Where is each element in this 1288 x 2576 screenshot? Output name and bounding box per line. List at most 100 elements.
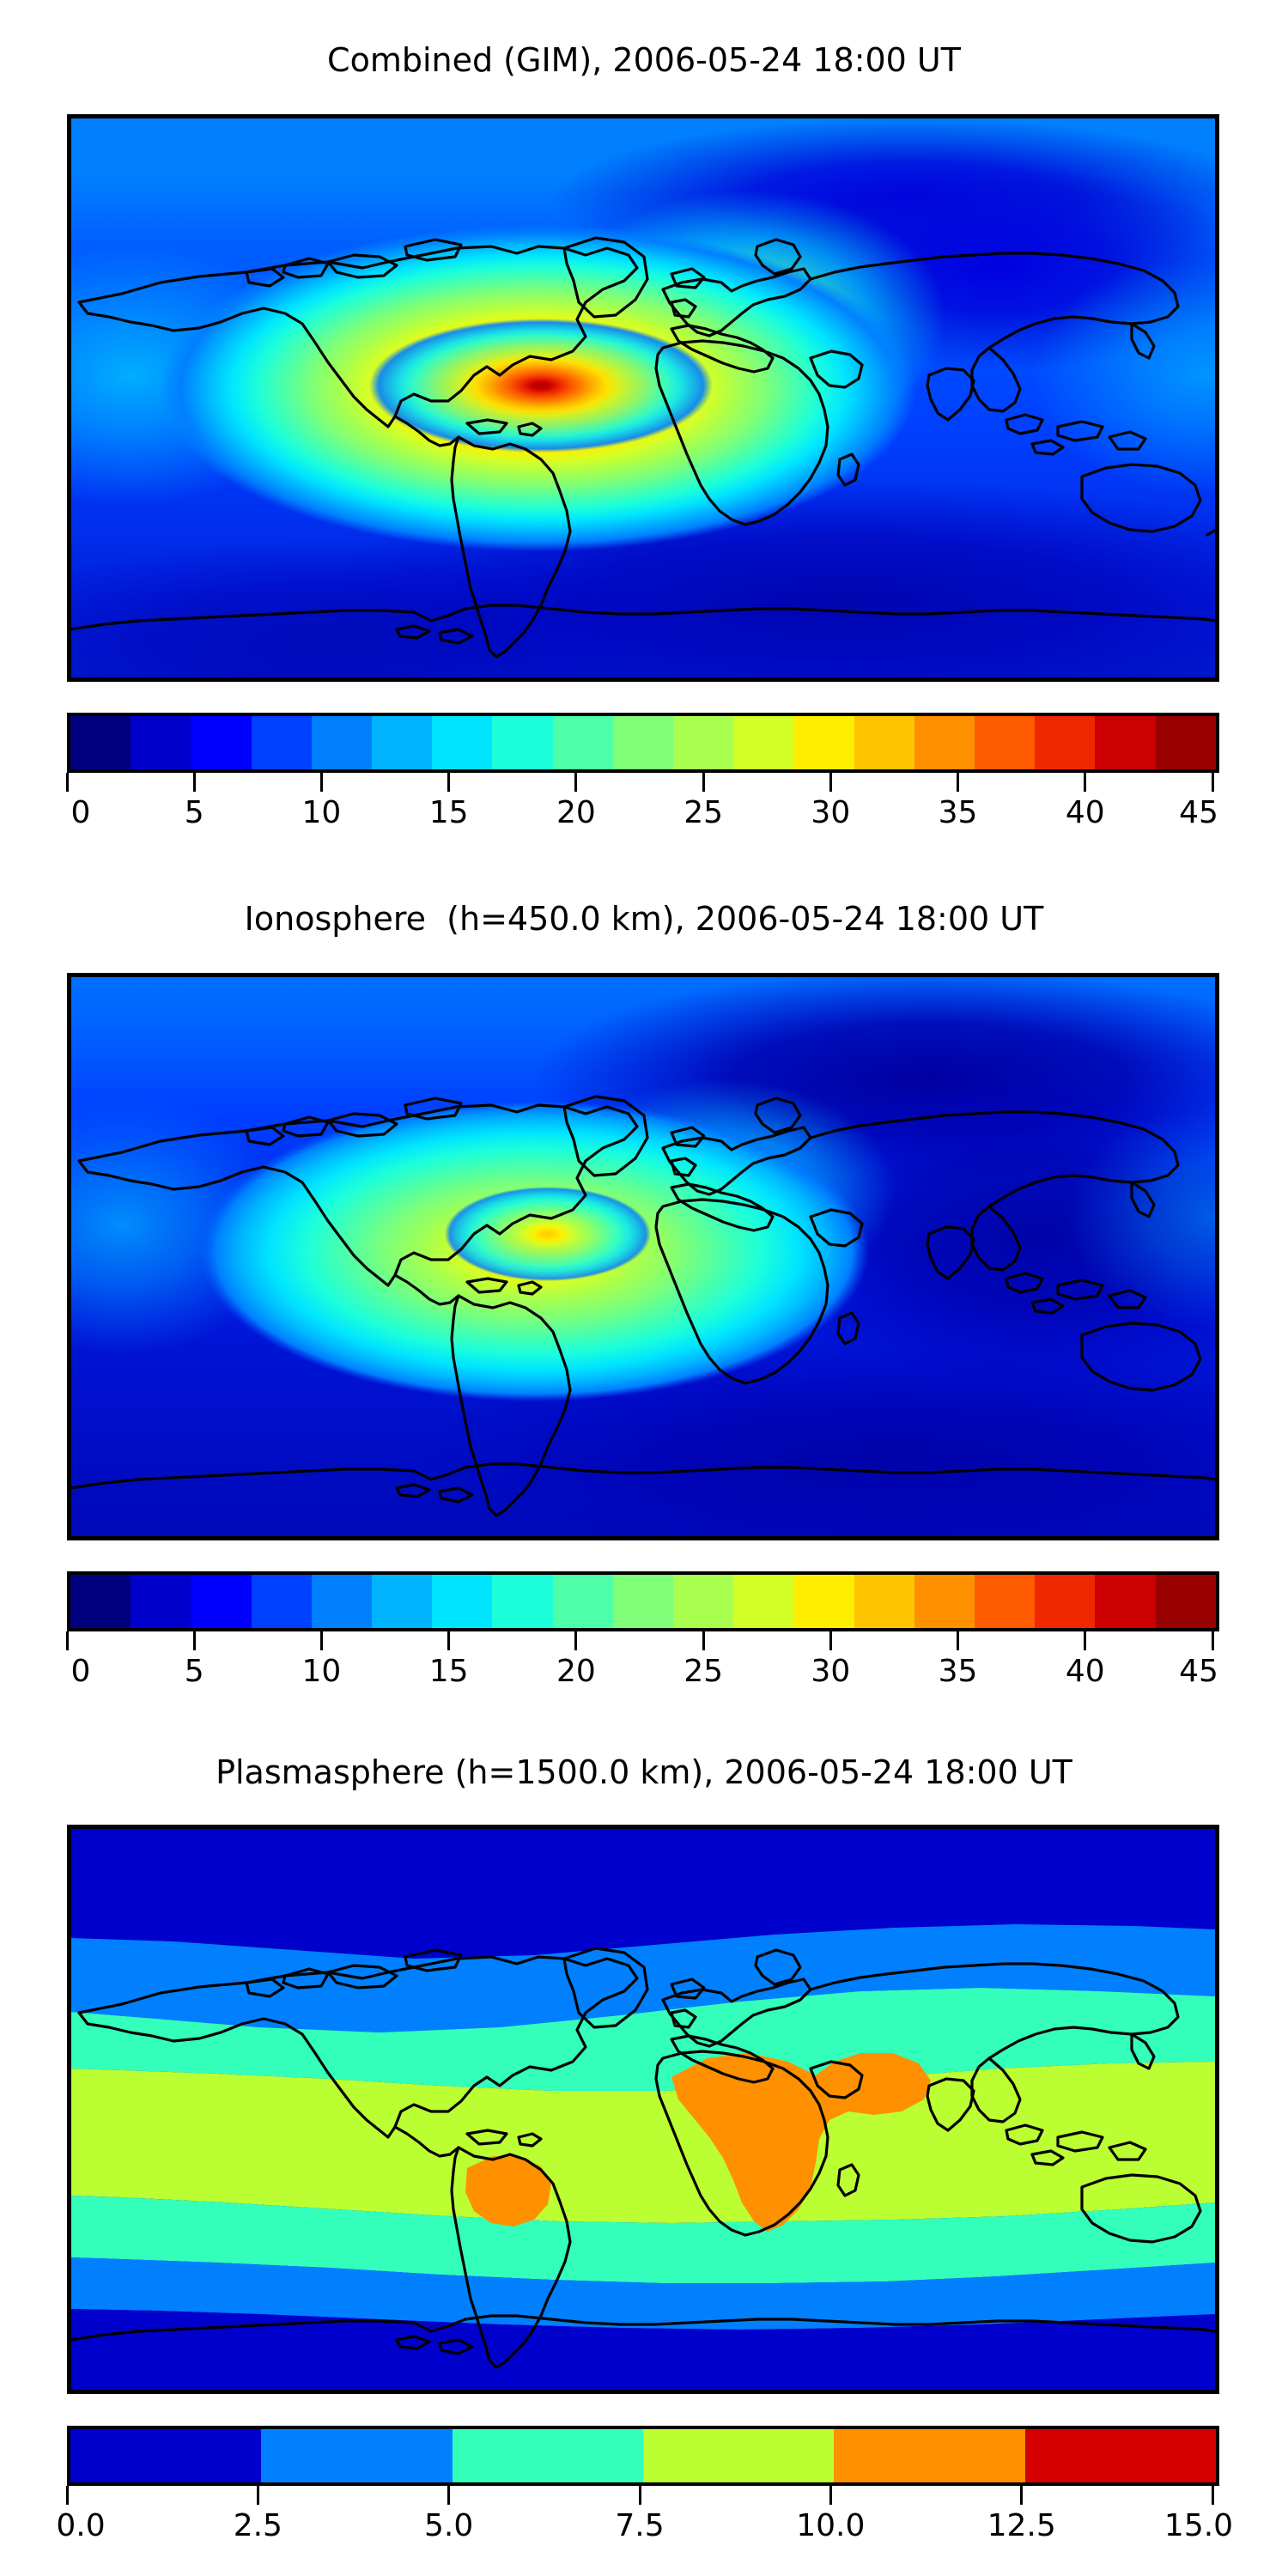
colorbar-tick xyxy=(65,773,69,792)
coastlines-plasmasphere xyxy=(70,1947,1216,2369)
colorbar-band xyxy=(251,716,312,769)
colorbar-band xyxy=(452,2429,643,2482)
colorbar-tick xyxy=(1211,2486,1214,2505)
colorbar-tick-label: 10 xyxy=(301,1654,342,1689)
colorbar-tick xyxy=(447,773,451,792)
colorbar-band xyxy=(854,716,914,769)
panel-title-plasmasphere: Plasmasphere (h=1500.0 km), 2006-05-24 1… xyxy=(216,1753,1072,1791)
colorbar-tick-label: 15 xyxy=(428,1654,469,1689)
colorbar-tick-label: 0 xyxy=(70,795,91,830)
colorbar-band xyxy=(261,2429,453,2482)
coastlines-combined xyxy=(70,236,1216,659)
colorbar-tick-label: 0.0 xyxy=(56,2508,106,2543)
colorbar-band xyxy=(70,716,131,769)
colorbar-band xyxy=(191,1575,252,1628)
colorbar-tick xyxy=(1084,1631,1087,1650)
colorbar-tick xyxy=(1211,773,1214,792)
colorbar-tick-label: 15 xyxy=(428,795,469,830)
colorbar-band xyxy=(372,716,433,769)
colorbar-tick xyxy=(574,1631,578,1650)
colorbar-band xyxy=(70,2429,262,2482)
colorbar-band xyxy=(311,1575,373,1628)
colorbar-band xyxy=(1095,1575,1156,1628)
colorbar-ticklabels-ionosphere: 0 5 10 15 20 25 30 35 40 45 xyxy=(64,1654,1218,1697)
colorbar-tick xyxy=(702,1631,705,1650)
colorbar-tick-label: 45 xyxy=(1179,1654,1218,1689)
colorbar-tick xyxy=(192,1631,196,1650)
colorbar-band xyxy=(1035,716,1096,769)
colorbar-tick xyxy=(829,2486,832,2505)
colorbar-band xyxy=(793,716,854,769)
colorbar-band xyxy=(854,1575,914,1628)
colorbar-tick xyxy=(957,1631,960,1650)
colorbar-bands-combined xyxy=(67,713,1219,773)
colorbar-tick xyxy=(192,773,196,792)
colorbar-band xyxy=(552,1575,613,1628)
colorbar-ticks-ionosphere xyxy=(64,1631,1216,1654)
colorbar-band xyxy=(492,1575,553,1628)
colorbar-band xyxy=(1035,1575,1096,1628)
colorbar-combined: 0 5 10 15 20 25 30 35 40 45 xyxy=(65,713,1219,838)
colorbar-band xyxy=(311,716,373,769)
map-ionosphere xyxy=(67,973,1219,1540)
colorbar-band xyxy=(975,1575,1036,1628)
colorbar-band xyxy=(131,716,191,769)
colorbar-tick-label: 45 xyxy=(1179,795,1218,830)
colorbar-band xyxy=(914,1575,975,1628)
colorbar-bands-ionosphere xyxy=(67,1571,1219,1631)
map-combined-gim xyxy=(67,114,1219,682)
colorbar-tick-label: 35 xyxy=(938,1654,978,1689)
colorbar-tick xyxy=(702,773,705,792)
colorbar-band xyxy=(612,716,674,769)
panel-title-ionosphere: Ionosphere (h=450.0 km), 2006-05-24 18:0… xyxy=(244,900,1044,938)
colorbar-tick-label: 40 xyxy=(1065,795,1105,830)
colorbar-tick-label: 20 xyxy=(556,795,596,830)
colorbar-tick xyxy=(447,2486,451,2505)
colorbar-tick-label: 15.0 xyxy=(1163,2508,1234,2543)
colorbar-tick-label: 25 xyxy=(683,1654,724,1689)
colorbar-ticks-plasmasphere xyxy=(64,2486,1216,2508)
colorbar-band xyxy=(733,716,794,769)
colorbar-tick xyxy=(829,1631,832,1650)
map-plasmasphere xyxy=(67,1825,1219,2394)
colorbar-tick-label: 40 xyxy=(1065,1654,1105,1689)
map-canvas-ionosphere xyxy=(70,976,1216,1537)
colorbar-tick-label: 5.0 xyxy=(424,2508,474,2543)
colorbar-tick xyxy=(1084,773,1087,792)
panel-title-combined: Combined (GIM), 2006-05-24 18:00 UT xyxy=(327,41,961,79)
colorbar-tick-label: 12.5 xyxy=(987,2508,1056,2543)
colorbar-band xyxy=(492,716,553,769)
colorbar-band xyxy=(834,2429,1025,2482)
colorbar-tick-label: 20 xyxy=(556,1654,596,1689)
colorbar-tick-label: 7.5 xyxy=(615,2508,665,2543)
colorbar-plasmasphere: 0.0 2.5 5.0 7.5 10.0 12.5 15.0 xyxy=(56,2426,1233,2551)
colorbar-tick-label: 10.0 xyxy=(796,2508,866,2543)
colorbar-tick xyxy=(638,2486,641,2505)
colorbar-band xyxy=(1024,2429,1216,2482)
colorbar-tick-label: 30 xyxy=(811,795,851,830)
colorbar-tick xyxy=(65,2486,69,2505)
colorbar-band xyxy=(914,716,975,769)
colorbar-band xyxy=(673,716,734,769)
colorbar-tick xyxy=(447,1631,451,1650)
colorbar-band xyxy=(372,1575,433,1628)
colorbar-band xyxy=(793,1575,854,1628)
colorbar-tick xyxy=(829,773,832,792)
colorbar-tick xyxy=(65,1631,69,1650)
colorbar-band xyxy=(191,716,252,769)
colorbar-band xyxy=(70,1575,131,1628)
colorbar-ticklabels-combined: 0 5 10 15 20 25 30 35 40 45 xyxy=(64,795,1218,838)
colorbar-band xyxy=(612,1575,674,1628)
colorbar-band xyxy=(1155,716,1216,769)
colorbar-bands-plasmasphere xyxy=(67,2426,1219,2486)
colorbar-tick-label: 0 xyxy=(70,1654,91,1689)
colorbar-band xyxy=(1155,1575,1216,1628)
colorbar-band xyxy=(975,716,1036,769)
colorbar-tick-label: 25 xyxy=(683,795,724,830)
colorbar-ionosphere: 0 5 10 15 20 25 30 35 40 45 xyxy=(65,1571,1219,1697)
colorbar-band xyxy=(432,1575,493,1628)
colorbar-band xyxy=(1095,716,1156,769)
colorbar-tick-label: 5 xyxy=(184,795,204,830)
colorbar-band xyxy=(552,716,613,769)
coastlines-ionosphere xyxy=(70,1095,1216,1517)
